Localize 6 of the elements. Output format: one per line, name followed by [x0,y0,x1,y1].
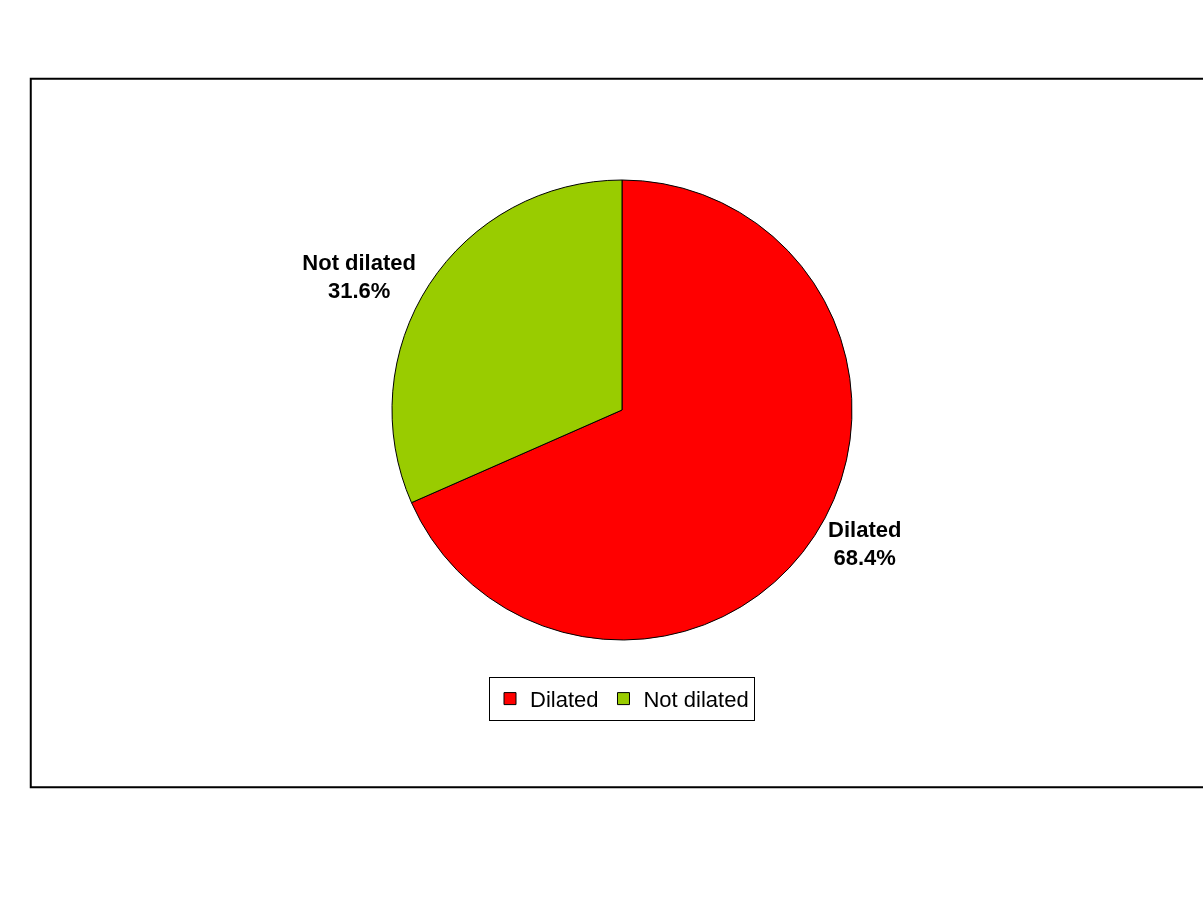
legend-label: Not dilated [643,687,749,713]
slice-label: Dilated [828,516,902,542]
legend-label: Dilated [530,687,599,713]
data-label: 31.6% [327,278,391,304]
data-label: 68.4% [833,545,896,571]
slice-label: Not dilated [302,249,416,275]
